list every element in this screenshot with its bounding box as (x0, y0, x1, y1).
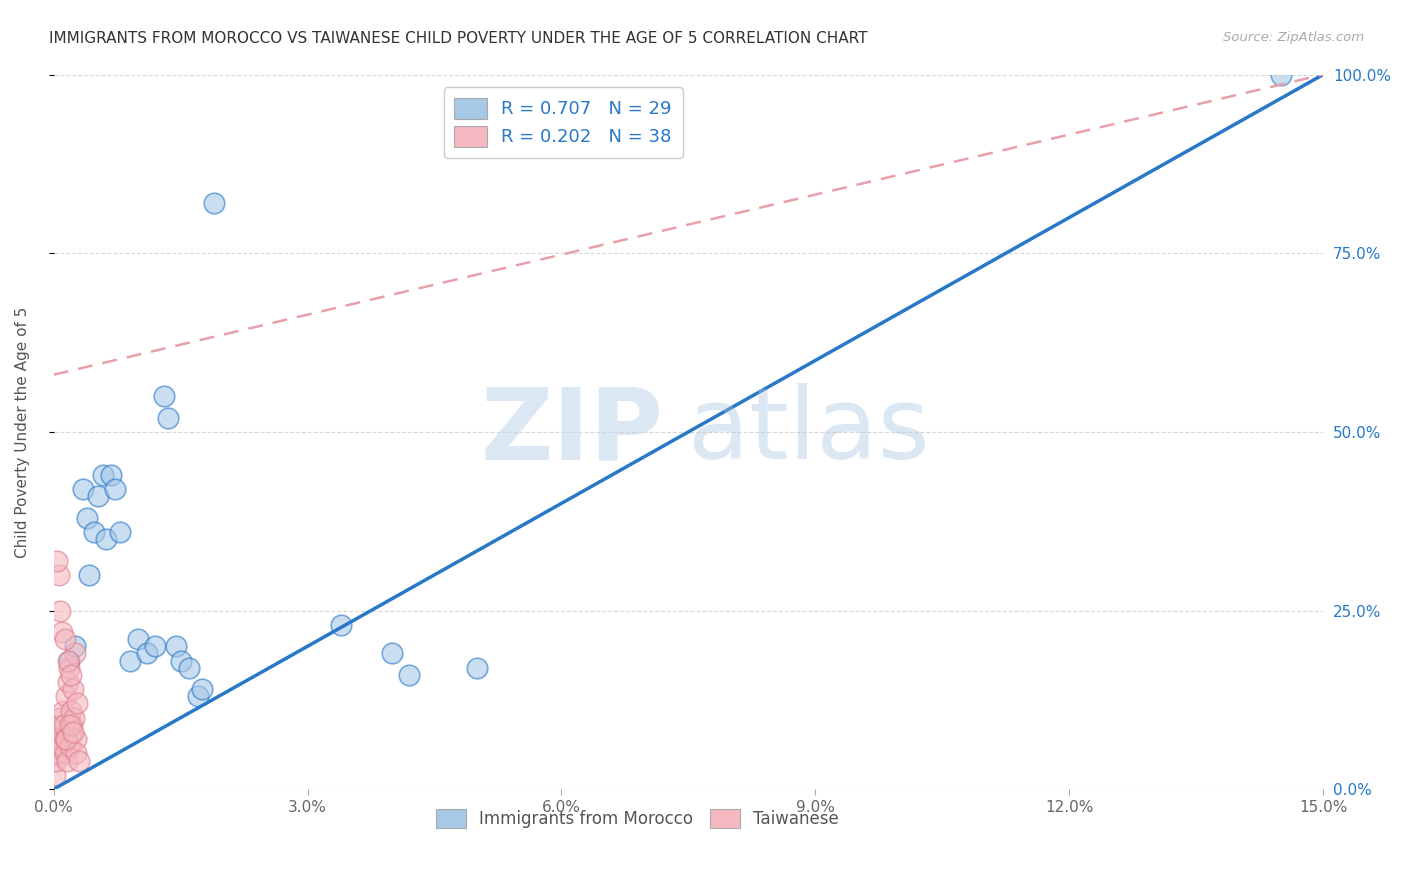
Point (91, 467, 114, 482)
Point (156, 410, 179, 425)
Point (46, 739, 69, 754)
Point (76, 510, 98, 524)
Point (108, 524, 131, 539)
Text: IMMIGRANTS FROM MOROCCO VS TAIWANESE CHILD POVERTY UNDER THE AGE OF 5 CORRELATIO: IMMIGRANTS FROM MOROCCO VS TAIWANESE CHI… (49, 31, 868, 46)
Point (55, 690, 77, 704)
Point (186, 690, 208, 704)
Point (58, 661, 80, 675)
Point (204, 196, 226, 211)
Point (398, 668, 420, 682)
Point (1270, 68, 1292, 82)
Point (72, 482, 94, 496)
Point (465, 661, 488, 675)
Point (127, 632, 149, 647)
Point (63, 711, 86, 725)
Point (63, 640, 86, 654)
Point (381, 647, 404, 661)
Point (60, 668, 83, 682)
Point (60, 704, 83, 718)
Text: ZIP: ZIP (481, 384, 664, 481)
Legend: Immigrants from Morocco, Taiwanese: Immigrants from Morocco, Taiwanese (429, 802, 846, 835)
Point (59, 718, 82, 732)
Point (48, 567, 70, 582)
Point (55, 732, 77, 747)
Point (58, 654, 80, 668)
Point (94, 532, 117, 546)
Point (67, 754, 90, 768)
Point (52, 704, 75, 718)
Point (60, 718, 83, 732)
Point (169, 654, 191, 668)
Point (77, 567, 100, 582)
Point (66, 697, 89, 711)
Point (330, 617, 353, 632)
Point (46, 747, 69, 761)
Point (51, 739, 73, 754)
Point (52, 718, 75, 732)
Point (103, 482, 125, 496)
Point (83, 524, 105, 539)
Point (45, 754, 67, 768)
Point (152, 389, 174, 403)
Point (49, 603, 72, 617)
Point (51, 718, 73, 732)
Point (143, 640, 166, 654)
Point (46, 553, 69, 567)
Point (51, 625, 73, 640)
Point (48, 725, 70, 739)
Point (48, 711, 70, 725)
Point (63, 647, 86, 661)
Point (177, 661, 200, 675)
Point (53, 632, 76, 647)
Point (86, 489, 108, 503)
Point (59, 725, 82, 739)
Point (65, 732, 87, 747)
Point (49, 732, 72, 747)
Point (62, 725, 84, 739)
Point (135, 647, 157, 661)
Point (165, 640, 187, 654)
Point (44, 768, 66, 782)
Point (100, 467, 122, 482)
Text: atlas: atlas (689, 384, 931, 481)
Point (53, 747, 76, 761)
Y-axis label: Child Poverty Under the Age of 5: Child Poverty Under the Age of 5 (15, 306, 30, 558)
Point (190, 682, 212, 697)
Point (56, 654, 79, 668)
Point (62, 682, 84, 697)
Point (56, 675, 79, 690)
Point (65, 747, 87, 761)
Point (56, 754, 79, 768)
Point (118, 654, 141, 668)
Point (59, 739, 82, 754)
Point (55, 732, 77, 747)
Text: Source: ZipAtlas.com: Source: ZipAtlas.com (1223, 31, 1364, 45)
